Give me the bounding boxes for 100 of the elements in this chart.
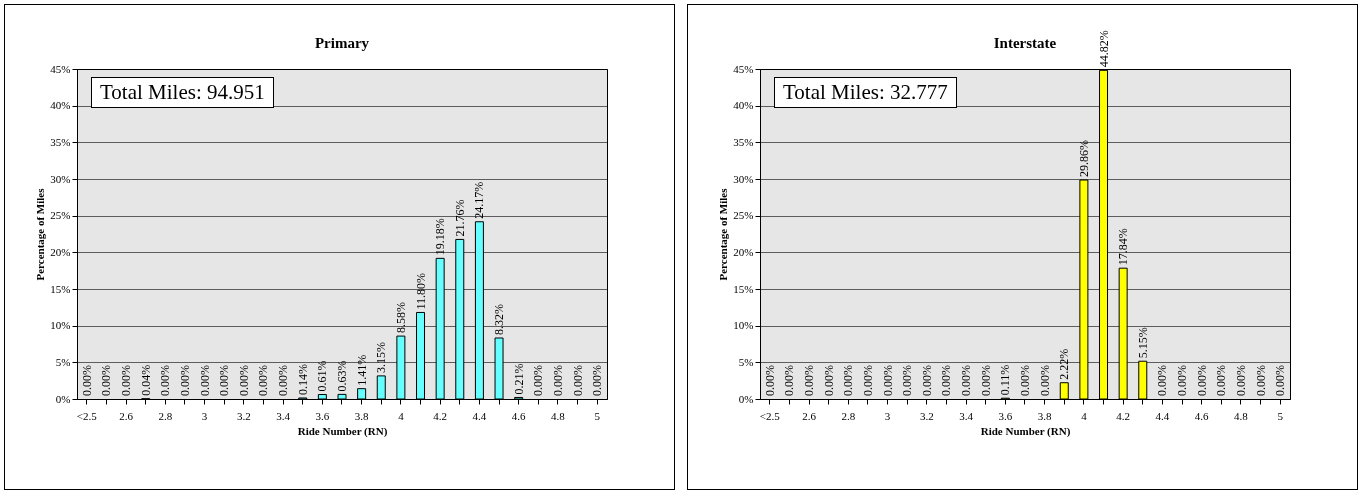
y-tick-label: 45% (733, 62, 754, 75)
data-label: 0.00% (1253, 365, 1268, 396)
data-label: 0.00% (841, 365, 856, 396)
data-label: 0.00% (762, 365, 777, 396)
y-tick-label: 20% (733, 245, 754, 258)
data-label: 21.76% (452, 199, 467, 237)
x-tick-label: 3.4 (276, 409, 291, 422)
data-label: 0.00% (1273, 365, 1288, 396)
chart-title: Primary (313, 35, 371, 52)
data-label: 0.14% (295, 363, 310, 395)
x-tick-label: 4.6 (1194, 409, 1210, 422)
x-tick-label: 4 (1081, 409, 1088, 422)
data-label: 0.61% (315, 360, 330, 392)
x-tick-label: 3 (884, 409, 891, 422)
x-tick-label: 4 (398, 409, 405, 422)
annotation: Total Miles: 94.951 (91, 77, 274, 108)
y-tick-label: 10% (50, 319, 71, 332)
data-label: 0.00% (978, 365, 993, 396)
y-tick-label: 30% (733, 172, 754, 185)
chart-title: Interstate (993, 35, 1057, 51)
data-label: 0.00% (256, 365, 271, 396)
x-tick-label: 3.4 (959, 409, 974, 422)
data-label: 1.41% (354, 354, 369, 386)
data-label: 0.00% (959, 365, 974, 396)
data-label: 8.58% (393, 302, 408, 334)
data-label: 0.00% (1155, 365, 1170, 396)
x-tick-label: 3.8 (354, 409, 369, 422)
y-tick-label: 40% (50, 99, 71, 112)
data-label: 0.00% (880, 365, 895, 396)
data-label: 0.00% (1194, 365, 1209, 396)
x-tick-label: 4.2 (433, 409, 448, 422)
x-tick-label: 4.8 (551, 409, 566, 422)
data-label: 0.00% (919, 365, 934, 396)
data-label: 0.04% (138, 364, 153, 396)
data-label: 0.00% (217, 365, 232, 396)
x-tick-label: 3.2 (919, 409, 934, 422)
data-label: 0.00% (1214, 365, 1229, 396)
data-label: 0.00% (550, 365, 565, 396)
x-tick-label: 2.8 (841, 409, 856, 422)
data-label: 0.00% (821, 365, 836, 396)
data-label: 0.11% (998, 364, 1013, 396)
x-tick-label: 4.6 (511, 409, 527, 422)
x-tick-label: 4.8 (1234, 409, 1249, 422)
data-label: 44.82% (1096, 30, 1111, 68)
data-label: 0.00% (1233, 365, 1248, 396)
data-label: 0.00% (860, 365, 875, 396)
y-tick-label: 15% (50, 282, 71, 295)
y-tick-label: 45% (50, 62, 71, 75)
data-label: 0.00% (1175, 365, 1190, 396)
y-tick-label: 25% (733, 209, 754, 222)
data-label: 0.00% (900, 365, 915, 396)
x-tick-label: 3.8 (1037, 409, 1052, 422)
y-tick-label: 15% (733, 282, 754, 295)
data-label: 19.18% (433, 218, 448, 256)
data-label: 0.00% (590, 365, 605, 396)
data-label: 0.00% (276, 365, 291, 396)
x-tick-label: 3 (201, 409, 208, 422)
x-tick-label: 2.8 (158, 409, 173, 422)
data-label: 0.63% (335, 360, 349, 392)
data-label: 17.84% (1116, 228, 1131, 266)
data-label: 0.00% (570, 365, 585, 396)
x-tick-label: 3.6 (315, 409, 330, 422)
y-axis-title: Percentage of Miles (717, 187, 730, 281)
data-label: 11.80% (413, 272, 428, 310)
y-tick-label: 40% (733, 99, 754, 112)
annotation: Total Miles: 32.777 (774, 77, 957, 108)
x-tick-label: <2.5 (76, 409, 98, 422)
data-label: 0.00% (158, 365, 173, 396)
y-axis-title: Percentage of Miles (34, 187, 47, 281)
data-label: 24.17% (472, 181, 487, 219)
x-tick-label: 5 (594, 409, 601, 422)
data-label: 0.21% (511, 363, 526, 395)
y-tick-label: 25% (50, 209, 71, 222)
data-label: 0.00% (79, 365, 94, 396)
x-tick-label: <2.5 (759, 409, 781, 422)
x-tick-label: 4.2 (1116, 409, 1131, 422)
x-tick-label: 3.2 (236, 409, 251, 422)
y-tick-label: 35% (50, 135, 71, 148)
data-label: 8.32% (492, 303, 507, 335)
data-label: 0.00% (99, 365, 114, 396)
data-label: 0.00% (119, 365, 134, 396)
data-label: 29.86% (1076, 140, 1091, 178)
x-axis-title: Ride Number (RN) (980, 424, 1071, 438)
data-label: 2.22% (1057, 348, 1072, 380)
data-label: 5.15% (1135, 327, 1150, 359)
y-tick-label: 20% (50, 245, 71, 258)
y-tick-label: 0% (738, 392, 754, 405)
x-axis-title: Ride Number (RN) (297, 424, 388, 438)
x-tick-label: 4.4 (1155, 409, 1170, 422)
x-tick-label: 2.6 (802, 409, 817, 422)
y-tick-label: 35% (733, 135, 754, 148)
data-label: 0.00% (1018, 365, 1032, 396)
y-tick-label: 10% (733, 319, 754, 332)
y-tick-label: 5% (738, 355, 754, 368)
data-label: 0.00% (782, 365, 797, 396)
y-tick-label: 30% (50, 172, 71, 185)
y-tick-label: 5% (55, 355, 71, 368)
data-label: 0.00% (531, 365, 546, 396)
x-tick-label: 5 (1277, 409, 1284, 422)
x-tick-label: 2.6 (119, 409, 134, 422)
